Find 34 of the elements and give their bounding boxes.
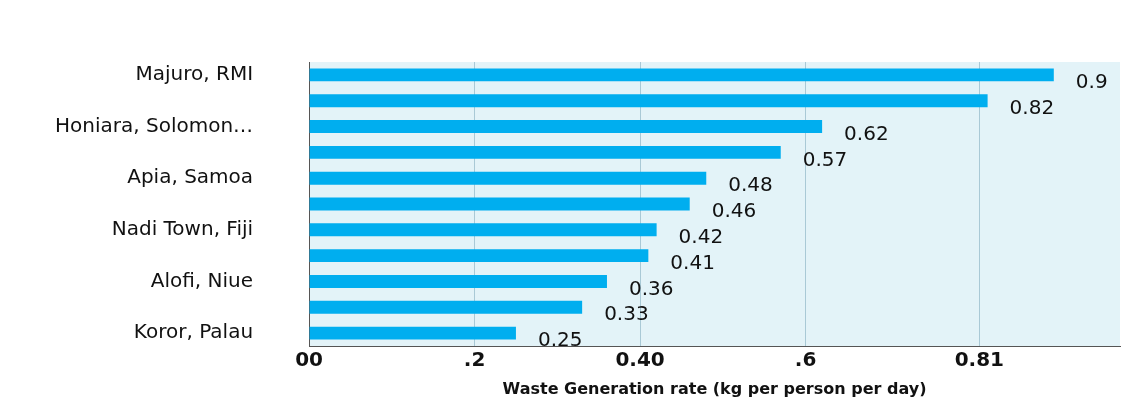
y-tick-label: Honiara, Solomon… [55,112,254,137]
x-tick-label: .2 [463,347,486,372]
x-tick-label: .6 [794,347,817,372]
bar [309,300,583,314]
data-label: 0.46 [711,198,757,223]
x-axis-title: Waste Generation rate (kg per person per day) [502,378,927,398]
bar [309,145,781,159]
x-tick-label: 0.40 [615,347,665,372]
bar [309,197,690,211]
bar [309,249,649,263]
x-tick-label: 00 [295,347,323,372]
bar [309,275,607,288]
bar [309,68,1054,82]
data-label: 0.48 [728,172,773,197]
y-tick-label: Alofi, Niue [150,267,254,292]
y-tick-label: Majuro, RMI [135,61,254,86]
data-label: 0.41 [670,249,715,274]
y-tick-label: Nadi Town, Fiji [111,216,254,241]
bar [309,120,823,133]
bar [309,326,516,340]
data-label: 0.42 [678,224,724,249]
x-tick-label: 0.81 [954,347,1005,372]
data-label: 0.82 [1009,94,1055,119]
data-label: 0.62 [844,120,889,145]
y-tick-label: Koror, Palau [133,319,254,344]
y-tick-label: Apia, Samoa [127,164,254,189]
bar [309,223,657,237]
bar [309,171,707,185]
bar [309,94,988,108]
data-label: 0.9 [1075,69,1108,94]
data-label: 0.57 [802,146,848,171]
data-label: 0.25 [537,327,583,352]
data-label: 0.33 [604,301,649,326]
data-label: 0.36 [628,275,674,300]
